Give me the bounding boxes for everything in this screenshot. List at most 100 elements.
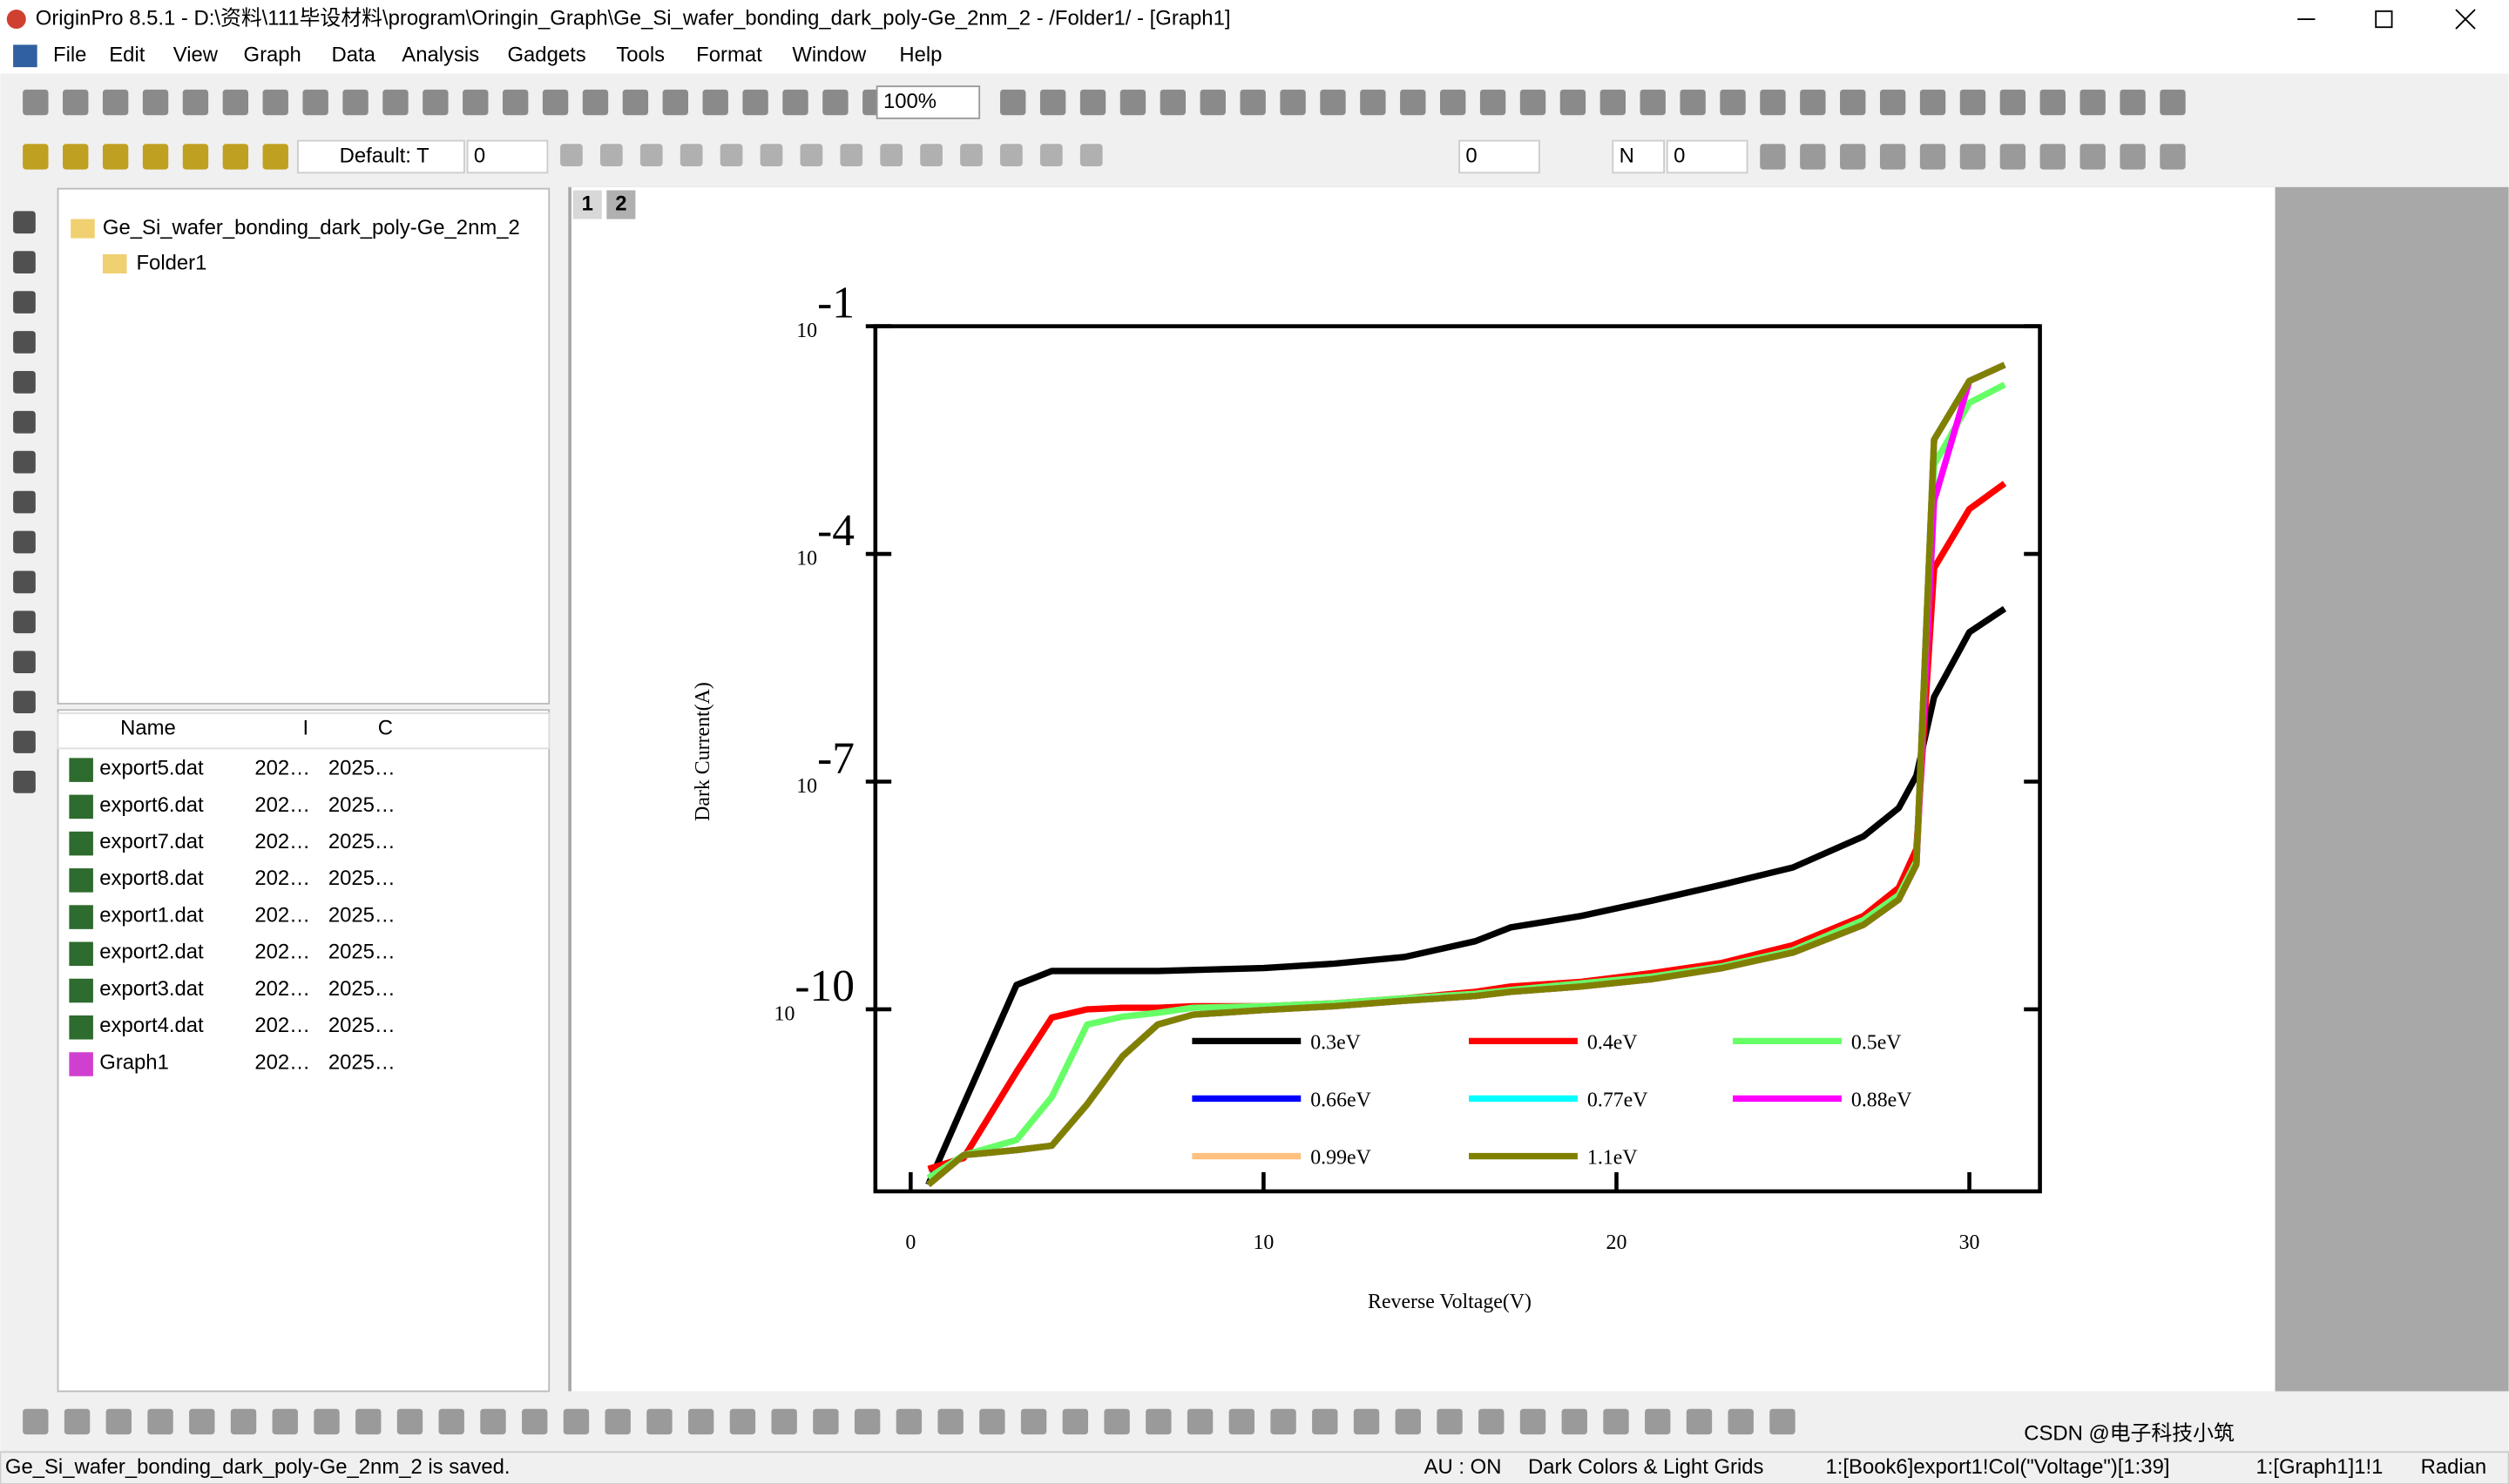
toolbar-button[interactable]: [1478, 1408, 1505, 1435]
toolbar-button[interactable]: [1079, 144, 1103, 166]
tool-button[interactable]: [13, 410, 36, 434]
toolbar-button[interactable]: [1879, 89, 1906, 116]
toolbar-button[interactable]: [522, 1408, 548, 1435]
toolbar-button[interactable]: [1999, 144, 2026, 170]
toolbar-button[interactable]: [2080, 89, 2106, 116]
zoom-box[interactable]: [876, 85, 981, 119]
tool-button[interactable]: [13, 291, 36, 314]
font-box[interactable]: [297, 139, 465, 174]
toolbar-button[interactable]: [563, 1408, 590, 1435]
toolbar-button[interactable]: [222, 89, 249, 116]
menu-item[interactable]: File: [53, 44, 86, 67]
toolbar-button[interactable]: [438, 1408, 464, 1435]
toolbar-button[interactable]: [1559, 89, 1586, 116]
toolbar-button[interactable]: [23, 1408, 49, 1435]
page-tab[interactable]: [606, 190, 636, 219]
toolbar-button[interactable]: [230, 1408, 257, 1435]
toolbar-button[interactable]: [1519, 89, 1546, 116]
toolbar-button[interactable]: [1280, 89, 1306, 116]
toolbar-button[interactable]: [382, 89, 409, 116]
toolbar-button[interactable]: [1800, 144, 1826, 170]
toolbar-button[interactable]: [1320, 89, 1346, 116]
toolbar-button[interactable]: [896, 1408, 923, 1435]
toolbar-button[interactable]: [502, 89, 529, 116]
toolbar-button[interactable]: [1187, 1408, 1214, 1435]
column-header[interactable]: Name: [120, 717, 176, 740]
list-cell[interactable]: export1.dat: [99, 903, 204, 927]
toolbar-button[interactable]: [729, 1408, 756, 1435]
toolbar-button[interactable]: [63, 89, 89, 116]
toolbar-button[interactable]: [2160, 144, 2186, 170]
tool-button[interactable]: [13, 651, 36, 674]
toolbar-button[interactable]: [560, 144, 583, 166]
toolbar-button[interactable]: [1437, 1408, 1463, 1435]
menu-item[interactable]: Data: [332, 44, 376, 67]
toolbar-field[interactable]: [466, 139, 549, 174]
toolbar-button[interactable]: [1603, 1408, 1629, 1435]
toolbar-button[interactable]: [1879, 144, 1906, 170]
toolbar-button[interactable]: [182, 144, 209, 170]
toolbar-button[interactable]: [147, 1408, 173, 1435]
toolbar-button[interactable]: [2080, 144, 2106, 170]
toolbar-field[interactable]: [1458, 139, 1540, 174]
toolbar-button[interactable]: [1519, 1408, 1546, 1435]
toolbar-button[interactable]: [979, 1408, 1005, 1435]
toolbar-button[interactable]: [423, 89, 449, 116]
tool-button[interactable]: [13, 251, 36, 273]
toolbar-button[interactable]: [2120, 89, 2146, 116]
toolbar-button[interactable]: [1228, 1408, 1254, 1435]
list-cell[interactable]: export4.dat: [99, 1014, 204, 1037]
toolbar-button[interactable]: [1160, 89, 1187, 116]
toolbar-button[interactable]: [1000, 144, 1023, 166]
menu-item[interactable]: Analysis: [402, 44, 479, 67]
toolbar-button[interactable]: [2160, 89, 2186, 116]
tool-button[interactable]: [13, 691, 36, 713]
toolbar-button[interactable]: [480, 1408, 506, 1435]
menu-item[interactable]: Graph: [244, 44, 301, 67]
list-cell[interactable]: export7.dat: [99, 830, 204, 853]
tool-button[interactable]: [13, 610, 36, 634]
toolbar-button[interactable]: [646, 1408, 673, 1435]
toolbar-button[interactable]: [262, 89, 288, 116]
toolbar-button[interactable]: [2039, 89, 2066, 116]
list-cell[interactable]: Graph1: [99, 1050, 169, 1074]
toolbar-button[interactable]: [1840, 89, 1866, 116]
tool-button[interactable]: [13, 331, 36, 354]
project-root[interactable]: Ge_Si_wafer_bonding_dark_poly-Ge_2nm_2: [103, 216, 520, 239]
tool-button[interactable]: [13, 570, 36, 594]
list-cell[interactable]: export2.dat: [99, 941, 204, 964]
toolbar-button[interactable]: [1353, 1408, 1380, 1435]
toolbar-button[interactable]: [2039, 144, 2066, 170]
toolbar-button[interactable]: [463, 89, 489, 116]
toolbar-button[interactable]: [1039, 89, 1066, 116]
toolbar-button[interactable]: [1440, 89, 1466, 116]
toolbar-button[interactable]: [314, 1408, 340, 1435]
toolbar-button[interactable]: [1760, 144, 1786, 170]
tool-button[interactable]: [13, 530, 36, 554]
restore-button[interactable]: [2375, 10, 2393, 29]
toolbar-button[interactable]: [800, 144, 823, 166]
toolbar-button[interactable]: [702, 89, 728, 116]
close-button[interactable]: [2455, 9, 2476, 30]
list-cell[interactable]: export8.dat: [99, 867, 204, 890]
toolbar-button[interactable]: [1000, 89, 1026, 116]
toolbar-button[interactable]: [63, 144, 89, 170]
list-cell[interactable]: export3.dat: [99, 977, 204, 1001]
toolbar-button[interactable]: [742, 89, 768, 116]
menu-item[interactable]: Tools: [616, 44, 665, 67]
toolbar-button[interactable]: [1240, 89, 1266, 116]
toolbar-button[interactable]: [622, 89, 649, 116]
toolbar-button[interactable]: [355, 1408, 382, 1435]
toolbar-button[interactable]: [605, 1408, 631, 1435]
toolbar-button[interactable]: [937, 1408, 964, 1435]
toolbar-button[interactable]: [142, 89, 169, 116]
menu-item[interactable]: Gadgets: [507, 44, 585, 67]
toolbar-button[interactable]: [1999, 89, 2026, 116]
toolbar-field[interactable]: [1666, 139, 1748, 174]
tool-button[interactable]: [13, 371, 36, 394]
toolbar-button[interactable]: [102, 144, 129, 170]
toolbar-button[interactable]: [189, 1408, 215, 1435]
toolbar-button[interactable]: [1640, 89, 1666, 116]
toolbar-button[interactable]: [1200, 89, 1226, 116]
toolbar-button[interactable]: [142, 144, 169, 170]
